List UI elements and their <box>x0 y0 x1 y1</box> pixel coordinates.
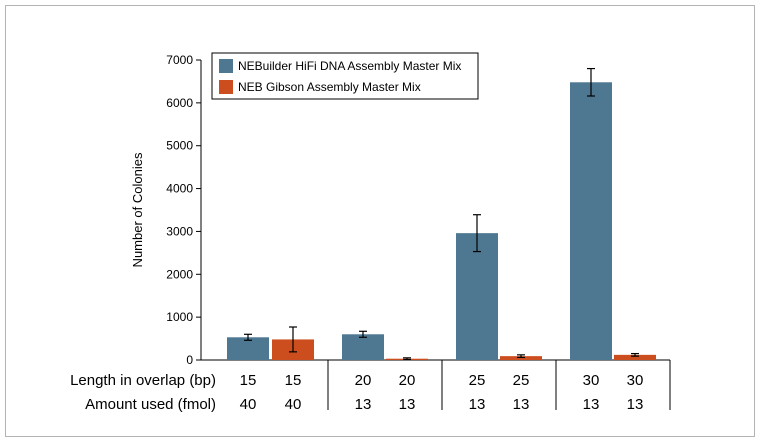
amount-value: 13 <box>399 396 416 413</box>
y-tick-label: 1000 <box>166 310 193 324</box>
overlap-value: 30 <box>627 372 644 389</box>
bar <box>342 334 384 360</box>
legend-swatch <box>219 59 233 73</box>
y-tick-label: 6000 <box>166 96 193 110</box>
amount-value: 13 <box>513 396 530 413</box>
overlap-value: 20 <box>355 372 372 389</box>
legend-label: NEBuilder HiFi DNA Assembly Master Mix <box>238 59 461 73</box>
y-tick-label: 0 <box>186 353 193 367</box>
bar <box>614 354 656 360</box>
legend-swatch <box>219 80 233 94</box>
chart-legend: NEBuilder HiFi DNA Assembly Master Mix NE… <box>211 52 479 100</box>
y-axis-label: Number of Colonies <box>130 152 145 267</box>
legend-label: NEB Gibson Assembly Master Mix <box>238 80 421 94</box>
y-tick-label: 2000 <box>166 267 193 281</box>
overlap-value: 15 <box>285 372 302 389</box>
legend-box <box>211 52 479 100</box>
bar <box>500 356 542 360</box>
y-tick-label: 5000 <box>166 139 193 153</box>
bar <box>570 82 612 361</box>
amount-value: 13 <box>627 396 644 413</box>
amount-value: 13 <box>355 396 372 413</box>
amount-value: 13 <box>583 396 600 413</box>
overlap-value: 30 <box>583 372 600 389</box>
overlap-value: 25 <box>469 372 486 389</box>
bar <box>227 337 269 360</box>
chart-bars <box>227 67 656 361</box>
row-label-amount: Amount used (fmol) <box>85 396 216 413</box>
overlap-value: 25 <box>513 372 530 389</box>
amount-value: 13 <box>469 396 486 413</box>
amount-value: 40 <box>240 396 257 413</box>
y-tick-label: 7000 <box>166 53 193 67</box>
row-label-overlap: Length in overlap (bp) <box>70 372 216 389</box>
amount-value: 40 <box>285 396 302 413</box>
y-tick-label: 3000 <box>166 224 193 238</box>
overlap-value: 20 <box>399 372 416 389</box>
category-table: Length in overlap (bp) Amount used (fmol)… <box>70 360 671 413</box>
overlap-value: 15 <box>240 372 257 389</box>
bar <box>456 233 498 360</box>
y-tick-label: 4000 <box>166 182 193 196</box>
